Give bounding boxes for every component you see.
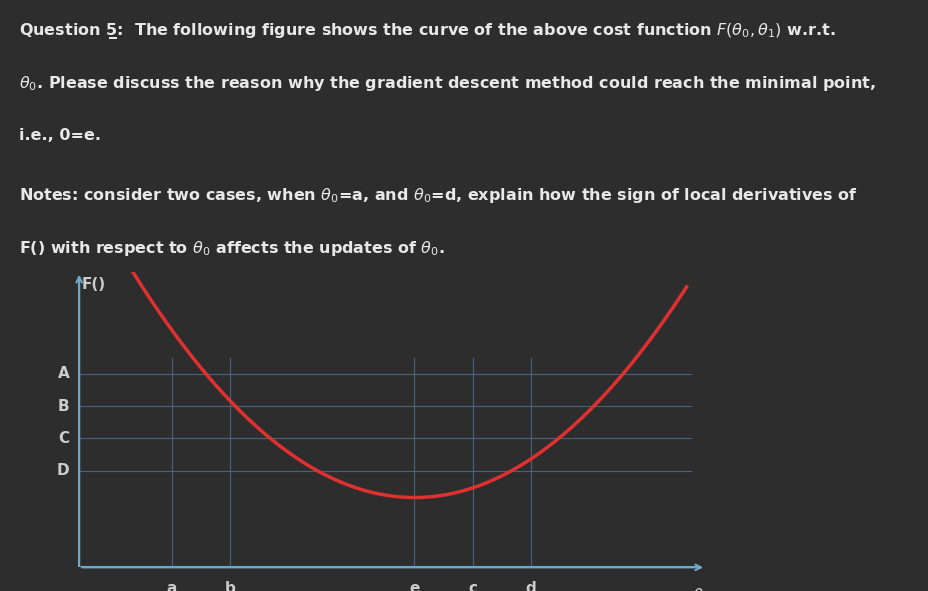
Text: D: D: [57, 463, 70, 478]
Text: C: C: [58, 431, 70, 446]
Text: $\theta_0$: $\theta_0$: [691, 586, 710, 591]
Text: B: B: [58, 399, 70, 414]
Text: b: b: [225, 581, 235, 591]
Text: c: c: [468, 581, 477, 591]
Text: i.e., 0=e.: i.e., 0=e.: [19, 128, 100, 142]
Text: Question 5̲:  The following figure shows the curve of the above cost function $F: Question 5̲: The following figure shows …: [19, 21, 834, 41]
Text: F() with respect to $\theta_0$ affects the updates of $\theta_0$.: F() with respect to $\theta_0$ affects t…: [19, 239, 444, 258]
Text: F(): F(): [82, 277, 106, 292]
Text: e: e: [409, 581, 419, 591]
Text: a: a: [166, 581, 176, 591]
Text: Notes: consider two cases, when $\theta_0$=a, and $\theta_0$=d, explain how the : Notes: consider two cases, when $\theta_…: [19, 186, 857, 205]
Text: A: A: [58, 366, 70, 381]
Text: $\theta_0$. Please discuss the reason why the gradient descent method could reac: $\theta_0$. Please discuss the reason wh…: [19, 74, 874, 93]
Text: d: d: [525, 581, 535, 591]
